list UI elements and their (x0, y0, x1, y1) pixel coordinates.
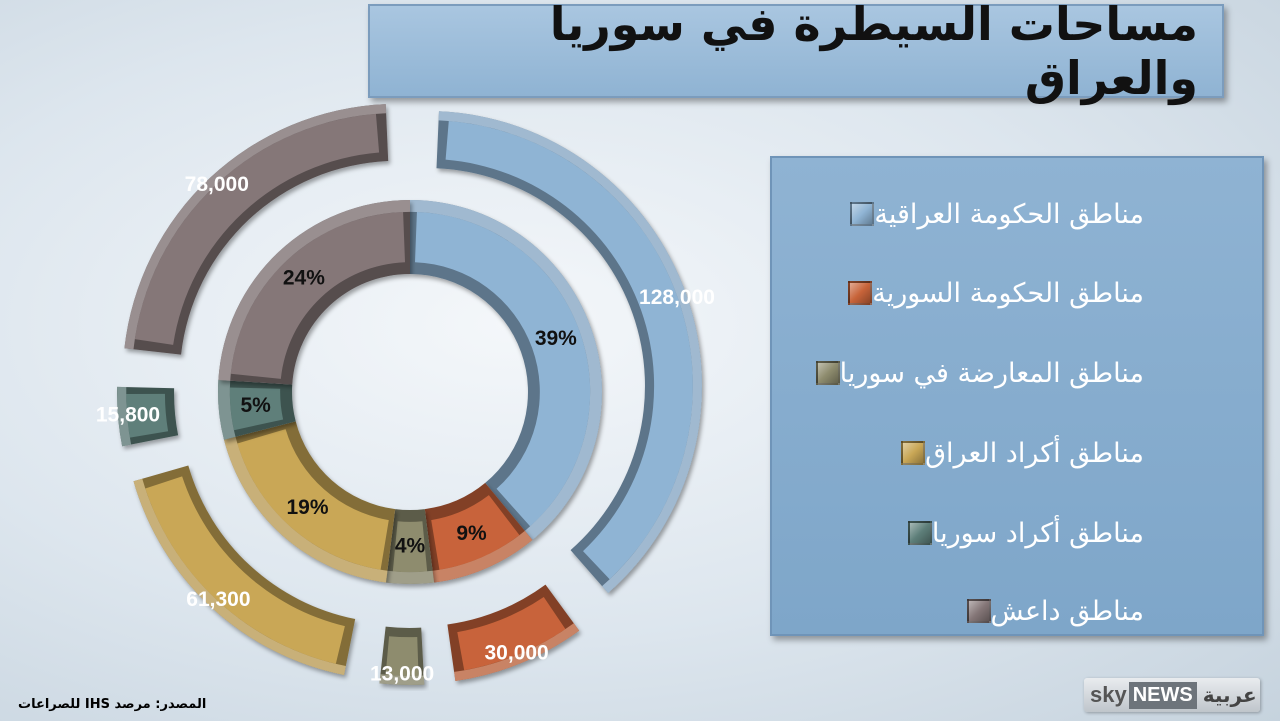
outer-segment-group (133, 465, 356, 675)
logo-news: NEWS (1128, 681, 1197, 709)
legend-label: مناطق الحكومة السورية (872, 277, 1144, 309)
outer-segment (117, 386, 179, 447)
outer-segment-group (117, 386, 179, 447)
logo-arabic: عربية (1202, 683, 1257, 707)
legend-swatch (815, 361, 840, 385)
inner-segment (424, 482, 533, 583)
outer-segment-group (447, 584, 580, 681)
legend-item: مناطق أكراد سوريا (900, 513, 1144, 553)
value-label: 78,000 (185, 173, 249, 196)
outer-segment-group (436, 111, 702, 593)
sky-news-arabia-logo: sky NEWS عربية (1084, 678, 1260, 712)
legend-swatch (907, 521, 932, 545)
donut-chart: 39% 9% 4% 19% 5% 24% 128,000 30,000 13,000 61,300… (96, 104, 715, 685)
page-title: مساحات السيطرة في سوريا والعراق (549, 0, 1198, 105)
value-label: 128,000 (639, 286, 715, 309)
value-label: 30,000 (485, 642, 549, 665)
legend-label: مناطق أكراد العراق (925, 437, 1144, 469)
legend-item: مناطق أكراد العراق (893, 433, 1144, 473)
value-label: 13,000 (370, 662, 434, 685)
value-label: 61,300 (186, 588, 250, 611)
percent-label: 4% (395, 535, 426, 558)
legend-label: مناطق داعش (990, 595, 1144, 627)
legend-item: مناطق داعش (959, 591, 1144, 631)
legend-item: مناطق الحكومة السورية (840, 273, 1144, 313)
outer-segment-group (379, 626, 425, 685)
logo-sky: sky (1090, 682, 1127, 707)
outer-segment-group (124, 104, 389, 355)
inner-segment (218, 379, 296, 440)
value-label: 15,800 (96, 403, 160, 426)
outer-segment (133, 465, 356, 675)
outer-segment (447, 584, 580, 681)
outer-segment (379, 626, 425, 685)
percent-label: 5% (241, 394, 272, 417)
percent-label: 39% (535, 327, 577, 350)
legend-label: مناطق الحكومة العراقية (874, 198, 1144, 230)
inner-segment (410, 200, 602, 540)
percent-label: 9% (456, 522, 487, 545)
legend: مناطق الحكومة العراقية مناطق الحكومة السو… (770, 156, 1264, 636)
legend-swatch (848, 281, 873, 305)
outer-segment (124, 104, 389, 355)
legend-item: مناطق المعارضة في سوريا (808, 353, 1144, 393)
percent-label: 19% (286, 496, 328, 519)
legend-item: مناطق الحكومة العراقية (842, 194, 1144, 234)
inner-segment (218, 200, 410, 385)
percent-label: 24% (283, 267, 325, 290)
legend-swatch (850, 202, 875, 226)
inner-segment (385, 509, 435, 584)
legend-swatch (901, 441, 926, 465)
legend-label: مناطق المعارضة في سوريا (839, 357, 1144, 389)
outer-segment (436, 111, 702, 593)
source-note: المصدر: مرصد IHS للصراعات (18, 697, 207, 712)
legend-swatch (966, 599, 991, 623)
inner-segment (224, 421, 396, 583)
title-box: مساحات السيطرة في سوريا والعراق (368, 0, 1224, 105)
legend-label: مناطق أكراد سوريا (931, 517, 1144, 549)
